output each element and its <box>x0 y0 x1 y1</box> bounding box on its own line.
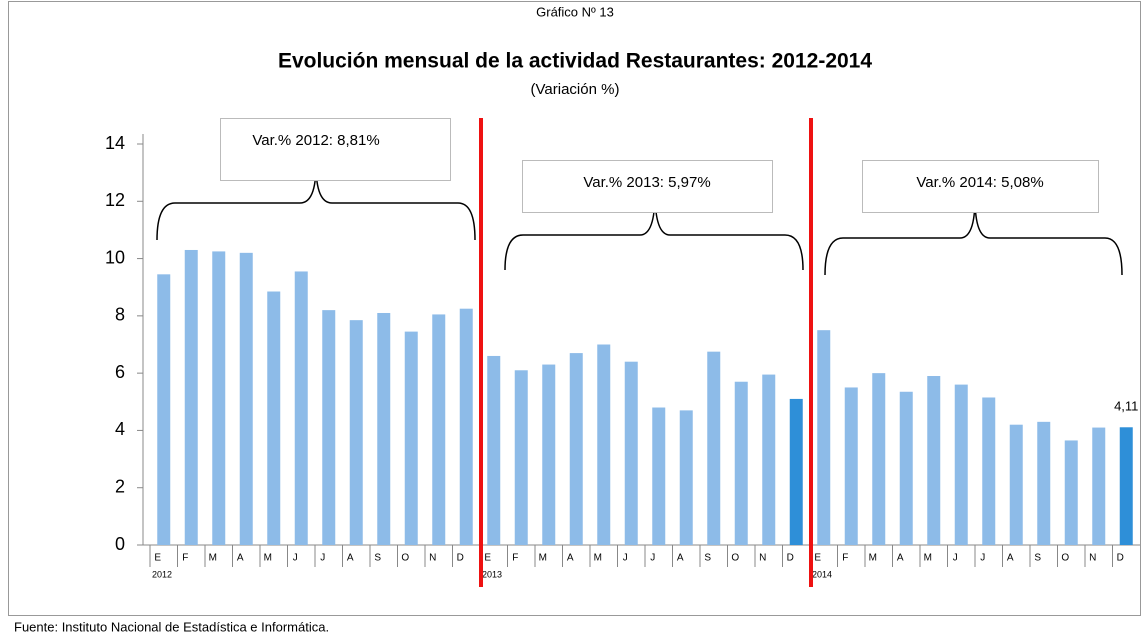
bar <box>789 398 803 545</box>
x-tick-label: E <box>484 553 491 564</box>
y-tick-label: 6 <box>115 362 125 382</box>
x-tick-label: M <box>869 553 877 564</box>
x-tick-label: J <box>953 553 958 564</box>
x-tick-label: J <box>293 553 298 564</box>
x-tick-label: N <box>759 553 766 564</box>
annotation-box <box>220 118 451 181</box>
x-tick-label: D <box>787 553 794 564</box>
bar <box>1009 424 1023 545</box>
source-note: Fuente: Instituto Nacional de Estadístic… <box>14 619 329 634</box>
y-tick-label: 12 <box>105 190 125 210</box>
y-tick-label: 2 <box>115 476 125 496</box>
bar <box>157 274 171 545</box>
bar <box>707 351 721 545</box>
x-tick-label: D <box>457 553 464 564</box>
x-tick-label: O <box>731 553 739 564</box>
bar <box>872 373 886 545</box>
year-label: 2012 <box>152 569 172 579</box>
bar <box>487 355 501 545</box>
bar <box>762 374 776 545</box>
bar <box>294 271 308 545</box>
x-tick-label: E <box>154 553 161 564</box>
bar <box>267 291 281 545</box>
x-tick-label: S <box>704 553 711 564</box>
bar <box>432 314 446 545</box>
x-tick-label: J <box>623 553 628 564</box>
x-tick-label: A <box>677 553 684 564</box>
bar <box>404 331 418 545</box>
bar <box>679 410 693 545</box>
x-tick-label: M <box>924 553 932 564</box>
bar <box>514 370 528 545</box>
x-tick-label: S <box>1034 553 1041 564</box>
frame <box>8 1 1141 616</box>
bar <box>239 252 253 546</box>
x-tick-label: S <box>374 553 381 564</box>
x-tick-label: M <box>594 553 602 564</box>
bar <box>1119 427 1133 545</box>
y-tick-label: 8 <box>115 305 125 325</box>
bar <box>597 344 611 545</box>
x-tick-label: J <box>650 553 655 564</box>
bar <box>459 308 473 545</box>
x-tick-label: A <box>347 553 354 564</box>
bar <box>734 381 748 545</box>
bar <box>954 384 968 545</box>
chart-pretitle: Gráfico Nº 13 <box>536 4 614 19</box>
annotation: Var.% 2012: 8,81% <box>252 132 379 149</box>
bar <box>1064 440 1078 545</box>
x-tick-label: D <box>1117 553 1124 564</box>
year-label: 2014 <box>812 569 832 579</box>
x-tick-label: N <box>429 553 436 564</box>
x-tick-label: J <box>980 553 985 564</box>
x-tick-label: M <box>264 553 272 564</box>
bar <box>624 361 638 545</box>
y-tick-label: 4 <box>115 419 125 439</box>
x-tick-label: O <box>1061 553 1069 564</box>
x-tick-label: A <box>897 553 904 564</box>
y-tick-label: 0 <box>115 534 125 554</box>
bar <box>542 364 556 545</box>
x-tick-label: A <box>1007 553 1014 564</box>
bar <box>982 397 996 545</box>
bar <box>652 407 666 545</box>
annotation: Var.% 2014: 5,08% <box>916 174 1043 191</box>
chart-title: Evolución mensual de la actividad Restau… <box>278 50 872 73</box>
bar <box>844 387 858 545</box>
y-tick-label: 10 <box>105 247 125 267</box>
bar <box>1092 427 1106 545</box>
value-label: 4,11 <box>1114 399 1138 414</box>
y-tick-label: 14 <box>105 133 125 153</box>
bar <box>817 330 831 545</box>
bar <box>899 391 913 545</box>
x-tick-label: F <box>512 553 518 564</box>
annotation: Var.% 2013: 5,97% <box>583 174 710 191</box>
bar <box>212 251 226 546</box>
bar <box>1037 421 1051 545</box>
bar <box>569 353 583 545</box>
x-tick-label: A <box>567 553 574 564</box>
x-tick-label: M <box>209 553 217 564</box>
x-tick-label: E <box>814 553 821 564</box>
x-tick-label: J <box>320 553 325 564</box>
bar <box>349 320 363 545</box>
x-tick-label: M <box>539 553 547 564</box>
chart-subtitle: (Variación %) <box>531 81 620 98</box>
annotation-box <box>862 160 1099 213</box>
x-tick-label: N <box>1089 553 1096 564</box>
bar <box>377 312 391 545</box>
annotation-box <box>522 160 773 213</box>
bar <box>184 249 198 545</box>
x-tick-label: O <box>401 553 409 564</box>
x-tick-label: F <box>842 553 848 564</box>
bar <box>927 376 941 545</box>
bar <box>322 310 336 545</box>
x-tick-label: A <box>237 553 244 564</box>
x-tick-label: F <box>182 553 188 564</box>
year-label: 2013 <box>482 569 502 579</box>
